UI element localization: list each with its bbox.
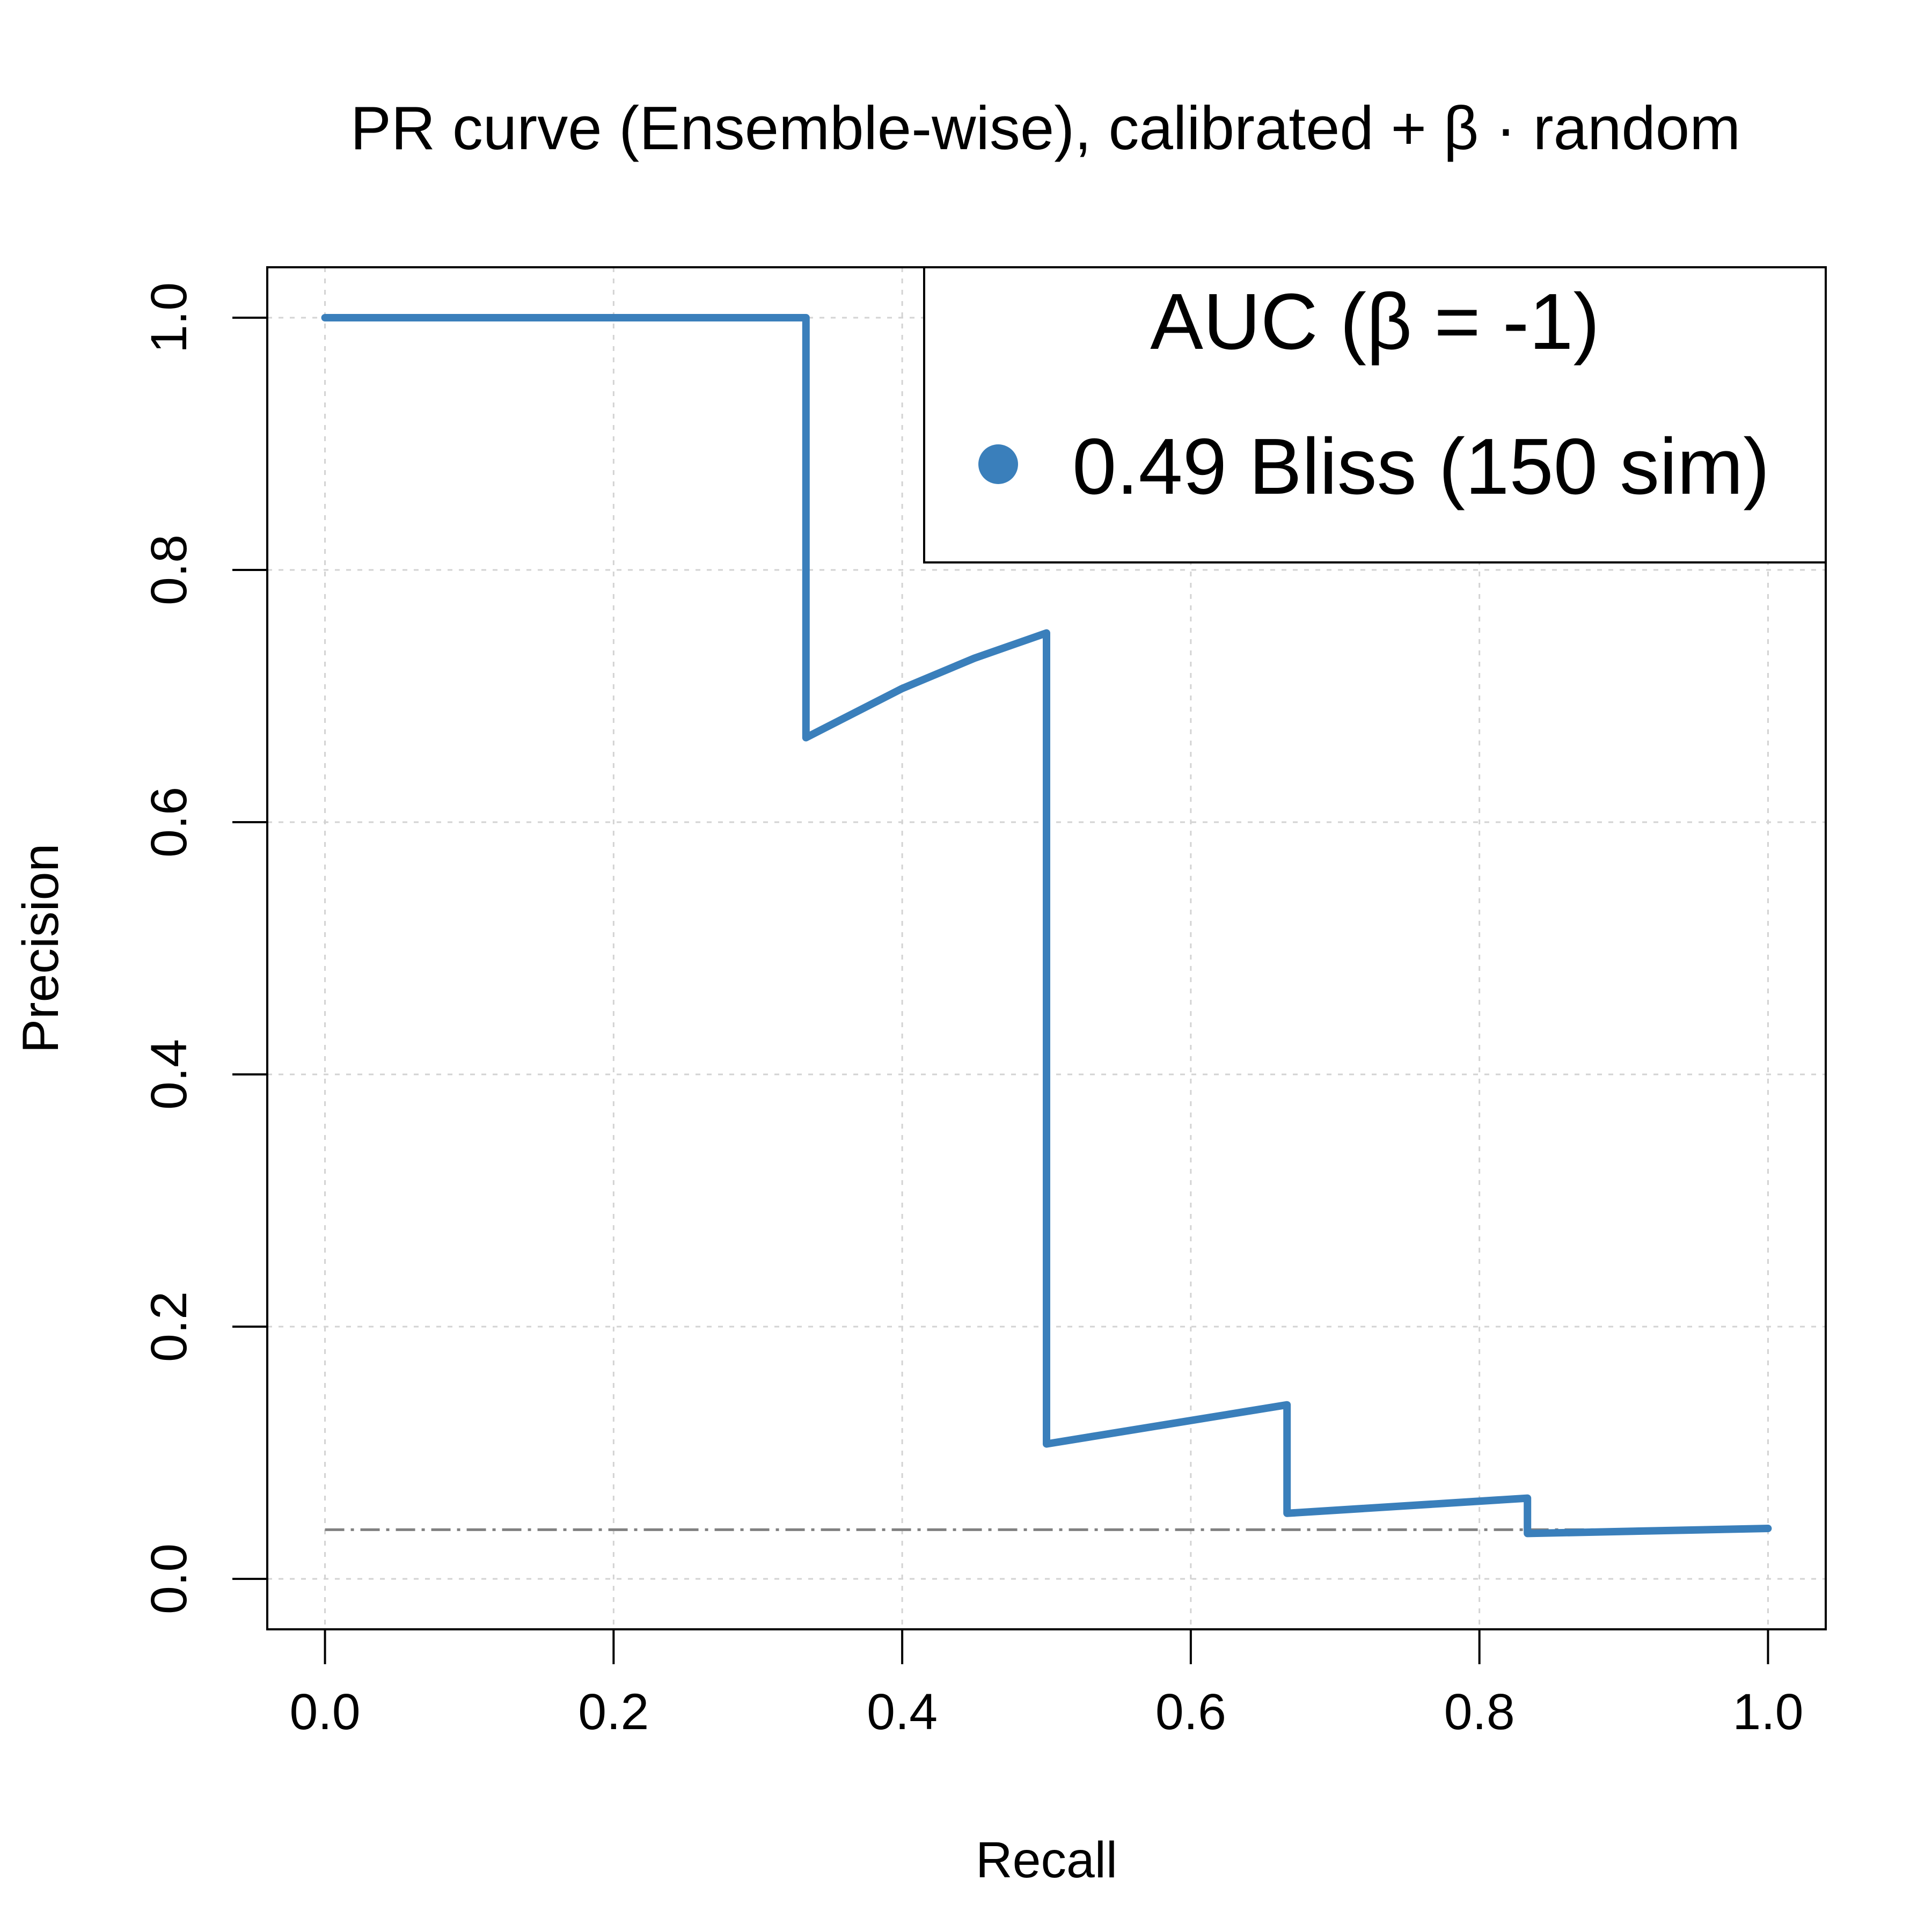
- x-axis: 0.0 0.2 0.4 0.6 0.8 1.0: [290, 1629, 1803, 1740]
- y-tick-label: 0.0: [141, 1543, 197, 1614]
- x-axis-title: Recall: [976, 1832, 1117, 1889]
- legend-box: [923, 266, 1827, 564]
- y-axis-title: Precision: [12, 844, 69, 1053]
- x-tick-label: 1.0: [1732, 1684, 1803, 1740]
- legend-title: AUC (β = -1): [1150, 277, 1600, 366]
- legend-entry-label: 0.49 Bliss (150 sim): [1072, 422, 1770, 511]
- legend: AUC (β = -1) 0.49 Bliss (150 sim): [923, 266, 1827, 564]
- y-tick-label: 1.0: [141, 282, 197, 353]
- y-tick-label: 0.4: [141, 1039, 197, 1110]
- legend-marker: [978, 444, 1018, 484]
- y-tick-label: 0.8: [141, 535, 197, 605]
- y-tick-label: 0.6: [141, 787, 197, 858]
- x-tick-label: 0.6: [1155, 1684, 1226, 1740]
- y-axis: 0.0 0.2 0.4 0.6 0.8 1.0: [141, 282, 267, 1614]
- x-tick-label: 0.8: [1444, 1684, 1515, 1740]
- chart-title: PR curve (Ensemble-wise), calibrated + β…: [350, 94, 1740, 163]
- x-tick-label: 0.4: [867, 1684, 938, 1740]
- series-line: [321, 314, 1772, 1538]
- y-tick-label: 0.2: [141, 1291, 197, 1362]
- x-tick-label: 0.2: [578, 1684, 649, 1740]
- x-tick-label: 0.0: [290, 1684, 361, 1740]
- series: [321, 314, 1772, 1538]
